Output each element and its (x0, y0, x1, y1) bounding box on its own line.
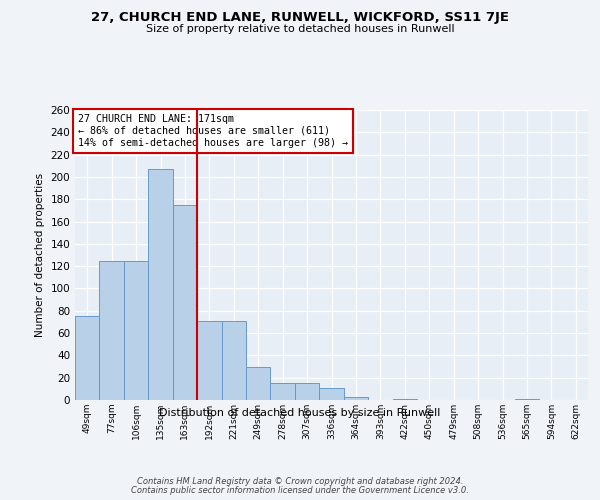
Bar (197, 321, 221, 400)
Text: Distribution of detached houses by size in Runwell: Distribution of detached houses by size … (160, 408, 440, 418)
Bar (173, 205, 197, 400)
Bar (295, 384, 319, 400)
Bar (148, 169, 173, 400)
Bar (221, 321, 246, 400)
Bar (319, 388, 344, 400)
Bar (100, 260, 124, 400)
Bar (515, 399, 539, 400)
Bar (271, 384, 295, 400)
Bar (344, 396, 368, 400)
Text: Contains HM Land Registry data © Crown copyright and database right 2024.: Contains HM Land Registry data © Crown c… (137, 477, 463, 486)
Bar (75, 316, 100, 400)
Text: Contains public sector information licensed under the Government Licence v3.0.: Contains public sector information licen… (131, 486, 469, 495)
Y-axis label: Number of detached properties: Number of detached properties (35, 173, 45, 337)
Text: 27, CHURCH END LANE, RUNWELL, WICKFORD, SS11 7JE: 27, CHURCH END LANE, RUNWELL, WICKFORD, … (91, 11, 509, 24)
Bar (246, 366, 271, 400)
Text: 27 CHURCH END LANE: 171sqm
← 86% of detached houses are smaller (611)
14% of sem: 27 CHURCH END LANE: 171sqm ← 86% of deta… (77, 114, 347, 148)
Bar (124, 260, 148, 400)
Bar (392, 399, 417, 400)
Text: Size of property relative to detached houses in Runwell: Size of property relative to detached ho… (146, 24, 454, 34)
